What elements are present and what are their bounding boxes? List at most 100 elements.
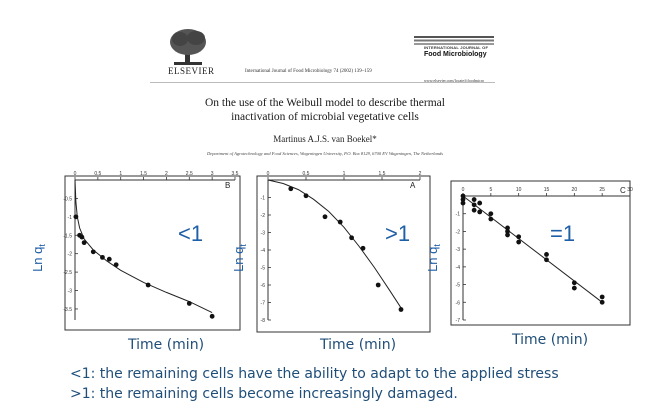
x-tick-label: 0.5 [94,171,101,177]
data-point [544,252,549,257]
journal-top-line: INTERNATIONAL JOURNAL OF [424,45,489,50]
y-axis-title-subscript: t [432,244,442,247]
header-rule [150,82,495,83]
paper-title: On the use of the Weibull model to descr… [170,96,480,124]
data-point [73,214,79,220]
data-point [322,214,328,220]
data-point [516,239,522,245]
data-point [599,299,605,305]
note-less-than-one: <1: the remaining cells have the ability… [70,366,559,382]
data-point [477,200,483,206]
x-tick-label: 2.5 [186,171,193,177]
y-axis-title-subscript: t [37,244,47,247]
y-axis-title-2: Ln qt [231,244,248,272]
data-point [471,207,477,213]
data-point [516,234,522,240]
y-tick-label: -4 [261,248,266,254]
chart-frame-2 [256,175,431,333]
y-tick-label: -1.5 [63,233,72,239]
data-point [288,186,294,192]
data-point [145,282,151,288]
data-point [571,285,577,291]
data-point [460,200,466,206]
data-point [106,256,112,262]
paper-affiliation: Department of Agrotechnology and Food Sc… [206,151,444,156]
data-point [100,254,105,260]
paper-author: Martinus A.J.S. van Boekel* [273,134,377,144]
x-tick-label: 0 [74,171,77,177]
panel-label-C: C [620,186,626,195]
y-tick-label: -3 [68,289,73,295]
data-point [398,307,404,312]
x-tick-label: 15 [544,187,550,193]
data-point [544,257,549,263]
data-point [505,229,510,234]
panel-label-B: B [225,181,230,190]
data-point [477,209,483,215]
title-line-1: On the use of the Weibull model to descr… [205,97,445,109]
y-tick-label: -3.5 [63,307,72,313]
data-point [79,234,85,240]
x-tick-label: 0 [267,171,270,177]
data-point [505,232,510,238]
x-tick-label: 1 [343,171,346,177]
data-point [113,262,119,268]
y-tick-label: -0.5 [63,196,72,202]
data-point [360,245,366,251]
data-point [505,225,510,231]
publisher-name: ELSEVIER [168,66,215,76]
y-tick-label: -7 [456,318,461,324]
data-point [471,202,477,208]
x-tick-label: 2 [165,171,168,177]
journal-stripes [414,36,494,45]
x-tick-label: 3.5 [232,171,239,177]
x-tick-label: 2 [419,171,422,177]
data-point [571,280,577,286]
x-tick-label: 5 [489,187,492,193]
paper-header: ELSEVIER International Journal of Food M… [0,0,660,175]
x-tick-label: 10 [516,187,522,193]
y-tick-label: -8 [261,318,266,324]
notes: <1: the remaining cells have the ability… [70,364,559,404]
y-tick-label: -2.5 [63,270,72,276]
data-point [81,240,87,246]
y-tick-label: -4 [456,265,461,271]
data-point [349,235,354,241]
x-tick-label: 0.5 [303,171,310,177]
data-point [337,219,343,225]
y-tick-label: -2 [68,252,73,258]
journal-url: www.elsevier.com/locate/ijfoodmicro [424,78,485,83]
y-tick-label: -5 [456,283,461,289]
y-tick-label: -1 [68,215,73,221]
x-tick-label: 25 [599,187,605,193]
ratio-annotation-3: =1 [550,221,575,246]
y-axis-title-subscript: t [238,244,248,247]
data-point [375,282,381,288]
x-tick-label: 0 [462,187,465,193]
x-tick-label: 3 [211,171,214,177]
y-tick-label: -3 [456,247,461,253]
y-tick-label: -2 [456,229,461,235]
data-point [488,211,494,217]
x-tick-label: 20 [572,187,578,193]
y-tick-label: -1 [456,212,461,218]
data-point [471,197,477,202]
y-tick-label: -3 [261,231,266,237]
y-tick-label: -6 [456,300,461,306]
data-point [303,193,309,199]
journal-citation: International Journal of Food Microbiolo… [245,69,372,74]
ratio-annotation-2: >1 [385,221,410,246]
data-point [186,301,192,306]
x-tick-label: 1 [119,171,122,177]
data-point [209,313,215,319]
time-label-2: Time (min) [320,337,397,353]
time-label-3: Time (min) [512,332,589,348]
y-axis-title-1: Ln qt [30,244,47,272]
journal-name: Food Microbiology [424,51,487,58]
data-point [460,197,466,202]
x-tick-label: 30 [627,187,633,193]
data-point [488,216,494,222]
x-tick-label: 1.5 [140,171,147,177]
y-tick-label: -5 [261,266,266,272]
